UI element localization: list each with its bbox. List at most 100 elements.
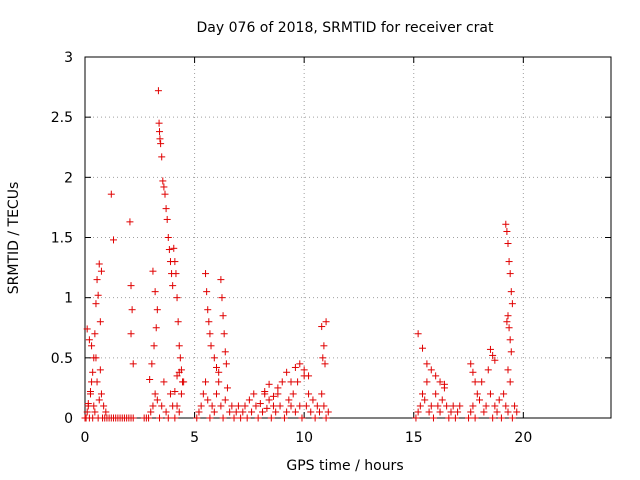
data-point xyxy=(414,330,422,338)
data-point xyxy=(504,240,512,248)
data-point xyxy=(414,408,422,416)
chart-title: Day 076 of 2018, SRMTID for receiver cra… xyxy=(197,20,494,36)
data-point xyxy=(438,396,446,404)
x-tick-label: 20 xyxy=(514,430,532,446)
data-point xyxy=(489,351,497,359)
data-point xyxy=(89,368,97,376)
data-point xyxy=(506,336,514,344)
data-point xyxy=(97,267,105,275)
data-point xyxy=(454,408,462,416)
data-point xyxy=(175,408,183,416)
data-point xyxy=(305,372,313,380)
data-point xyxy=(318,323,326,331)
data-point xyxy=(296,360,304,368)
data-point xyxy=(322,414,330,422)
data-point xyxy=(153,306,161,314)
data-points xyxy=(81,87,521,422)
data-point xyxy=(202,378,210,386)
data-point xyxy=(215,368,223,376)
data-point xyxy=(158,153,166,161)
data-point xyxy=(259,408,267,416)
data-point xyxy=(486,390,494,398)
data-point xyxy=(91,408,99,416)
data-point xyxy=(208,402,216,410)
data-point xyxy=(504,312,512,320)
data-point xyxy=(90,354,98,362)
data-point xyxy=(283,368,291,376)
data-point xyxy=(423,360,431,368)
data-point xyxy=(432,372,440,380)
data-point xyxy=(174,318,182,326)
data-point xyxy=(172,270,180,278)
data-point xyxy=(213,390,220,398)
data-point xyxy=(502,220,510,228)
x-tick-label: 0 xyxy=(81,430,90,446)
data-point xyxy=(204,306,212,314)
data-point xyxy=(506,378,514,386)
data-point xyxy=(232,408,240,416)
data-point xyxy=(507,348,515,356)
data-point xyxy=(151,390,159,398)
data-point xyxy=(254,414,262,422)
data-point xyxy=(150,342,158,350)
data-point xyxy=(478,378,486,386)
data-point xyxy=(265,380,273,388)
data-point xyxy=(425,408,433,416)
data-point xyxy=(83,408,91,416)
data-point xyxy=(465,414,473,422)
data-point xyxy=(493,408,501,416)
data-point xyxy=(280,414,288,422)
data-point xyxy=(127,330,135,338)
data-point xyxy=(243,414,251,422)
data-point xyxy=(149,402,157,410)
data-point xyxy=(289,390,297,398)
data-point xyxy=(265,396,273,404)
data-point xyxy=(219,312,227,320)
data-point xyxy=(241,402,249,410)
data-point xyxy=(157,140,165,148)
data-point xyxy=(469,402,477,410)
data-point xyxy=(156,135,164,143)
data-point xyxy=(230,414,238,422)
data-point xyxy=(250,390,258,398)
data-point xyxy=(217,402,225,410)
data-point xyxy=(206,414,214,422)
data-point xyxy=(164,234,172,241)
data-point xyxy=(152,324,160,332)
data-point xyxy=(423,378,431,386)
data-point xyxy=(129,360,137,368)
data-point xyxy=(193,414,201,422)
plot-frame xyxy=(84,56,612,419)
data-point xyxy=(291,363,299,371)
data-point xyxy=(486,345,494,353)
data-point xyxy=(151,288,159,296)
data-point xyxy=(429,414,437,422)
data-point xyxy=(162,205,170,213)
x-tick-label: 5 xyxy=(190,430,199,446)
data-point xyxy=(94,291,102,299)
data-point xyxy=(171,258,179,266)
axis-ticks: 0 5 10 15 20 0 0.5 1 1.5 2 2.5 3 xyxy=(51,50,611,446)
y-axis-label: SRMTID / TECUs xyxy=(6,182,22,295)
data-point xyxy=(217,276,225,284)
data-point xyxy=(421,396,429,404)
data-point xyxy=(148,360,156,368)
data-point xyxy=(173,402,181,410)
data-point xyxy=(469,368,477,376)
data-point xyxy=(434,402,442,410)
data-point xyxy=(204,396,212,404)
data-point xyxy=(164,414,172,422)
data-point xyxy=(307,408,315,416)
data-point xyxy=(427,402,435,410)
data-point xyxy=(197,402,205,410)
data-point xyxy=(419,390,427,398)
data-point xyxy=(278,378,286,386)
y-tick-label: 2.5 xyxy=(51,110,73,126)
data-point xyxy=(100,402,108,410)
data-point xyxy=(161,190,169,198)
data-point xyxy=(508,414,516,422)
data-point xyxy=(484,366,492,374)
data-point xyxy=(491,356,499,364)
data-point xyxy=(449,402,457,410)
data-point xyxy=(155,119,163,127)
